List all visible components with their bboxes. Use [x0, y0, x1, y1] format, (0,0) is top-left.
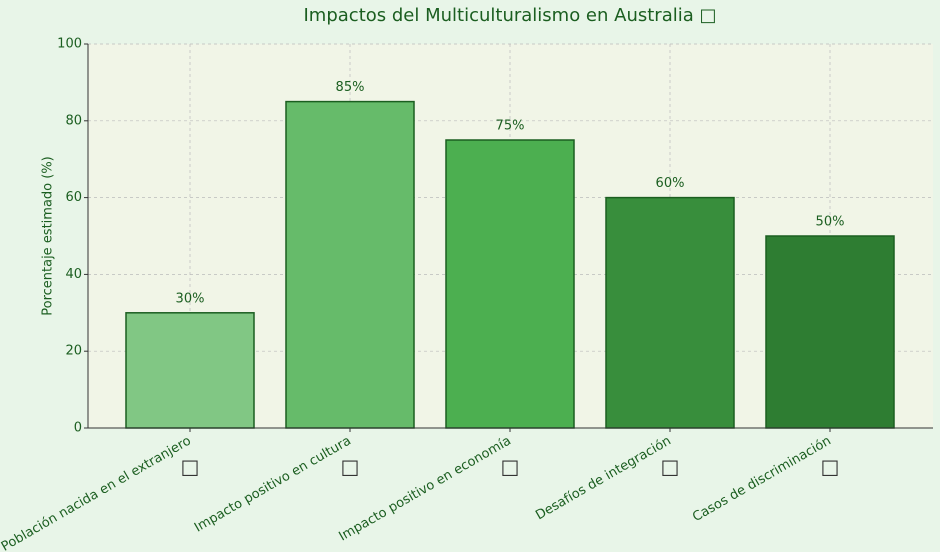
- bar: [125, 312, 255, 429]
- y-tick-label: 40: [65, 267, 82, 282]
- value-label: 75%: [496, 119, 525, 134]
- value-label: 50%: [816, 215, 845, 230]
- icon: □: [821, 455, 840, 479]
- y-axis-label: Porcentaje estimado (%): [41, 156, 56, 316]
- x-tick-label: Impacto positivo en economía: [336, 434, 513, 545]
- x-tick-label: Desafíos de integración: [533, 434, 674, 524]
- y-tick-label: 100: [57, 37, 82, 52]
- y-tick-label: 80: [65, 113, 82, 128]
- value-label: 30%: [176, 291, 205, 306]
- bar: [765, 235, 895, 429]
- y-tick-label: 0: [74, 421, 82, 436]
- y-tick-label: 60: [65, 190, 82, 205]
- icon: □: [501, 455, 520, 479]
- bar: [605, 196, 735, 429]
- icon: □: [341, 455, 360, 479]
- x-tick-label: Población nacida en el extranjero: [0, 433, 194, 552]
- bar: [445, 139, 575, 429]
- x-tick-label: Impacto positivo en cultura: [192, 434, 354, 536]
- x-tick-label: Casos de discriminación: [690, 434, 834, 526]
- chart-title: Impactos del Multiculturalismo en Austra…: [304, 5, 717, 26]
- value-label: 60%: [656, 176, 685, 191]
- icon: □: [181, 455, 200, 479]
- icon: □: [661, 455, 680, 479]
- value-label: 85%: [336, 80, 365, 95]
- y-tick-label: 20: [65, 344, 82, 359]
- bar: [285, 100, 415, 429]
